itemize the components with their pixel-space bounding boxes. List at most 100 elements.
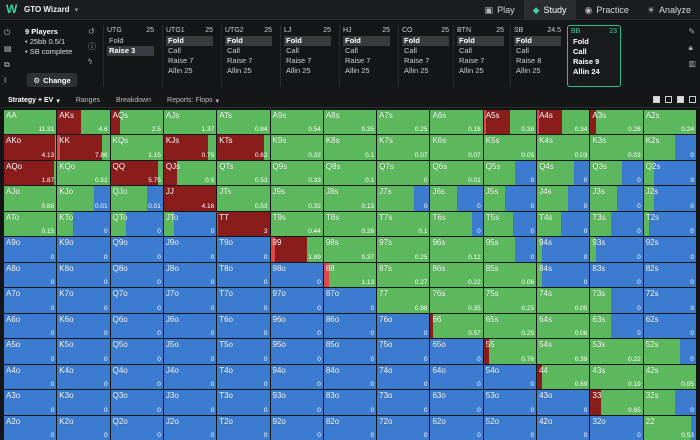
seat-sb[interactable]: SB 24.5 Fold Call Raise 8 Allin 25	[510, 25, 564, 87]
compact-view-icon[interactable]	[665, 96, 672, 103]
seat-btn[interactable]: BTN 25 Fold Call Raise 7 Allin 25	[453, 25, 507, 87]
hand-cell[interactable]: 85o 0	[323, 339, 377, 364]
hand-cell[interactable]: 73s 0	[590, 288, 643, 313]
hand-cell[interactable]: AQo 1.87	[4, 160, 57, 186]
seat-action[interactable]: Allin 25	[516, 66, 541, 75]
seat-action[interactable]: Call	[168, 46, 181, 55]
hand-cell[interactable]: 65o 0	[430, 339, 483, 364]
nav-play[interactable]: ▣ Play	[476, 0, 524, 20]
hand-cell[interactable]: 92s 0	[643, 237, 696, 262]
hand-cell[interactable]: Q4s 0	[537, 160, 590, 186]
hand-cell[interactable]: Q6o 0	[110, 313, 163, 339]
hand-cell[interactable]: AKs 4.6	[57, 110, 110, 135]
app-logo[interactable]: W GTO Wizard ▾	[6, 3, 78, 16]
hand-cell[interactable]: J8o 0	[163, 262, 217, 288]
hand-cell[interactable]: K8o 0	[57, 262, 110, 288]
hand-cell[interactable]: A4o 0	[4, 364, 57, 390]
nav-study[interactable]: ◆ Study	[523, 0, 576, 20]
hand-cell[interactable]: Q8s 0.1	[323, 160, 377, 186]
hand-cell[interactable]: 97o 0	[270, 288, 323, 313]
hand-cell[interactable]: JJ 4.16	[163, 186, 217, 211]
hand-cell[interactable]: 86o 0	[323, 313, 377, 339]
hand-cell[interactable]: 82s 0	[643, 262, 696, 288]
hand-cell[interactable]: A6o 0	[4, 313, 57, 339]
seat-action[interactable]: Allin 25	[227, 66, 252, 75]
seat-action[interactable]: Raise 8	[516, 56, 542, 65]
hand-cell[interactable]: 52s 0	[643, 339, 696, 364]
seat-action[interactable]: Raise 7	[227, 56, 253, 65]
seat-action[interactable]: Allin 25	[286, 66, 311, 75]
hand-cell[interactable]: 74o 0	[377, 364, 430, 390]
hand-cell[interactable]: Q5s 0	[483, 160, 537, 186]
hand-cell[interactable]: 72s 0	[643, 288, 696, 313]
hand-cell[interactable]: A7o 0	[4, 288, 57, 313]
hand-cell[interactable]: 64o 0	[430, 364, 483, 390]
hand-cell[interactable]: 32o 0	[590, 415, 643, 440]
hand-cell[interactable]: T4s 0	[537, 211, 590, 237]
hand-cell[interactable]: 53o 0	[483, 390, 537, 415]
hand-cell[interactable]: 62o 0	[430, 415, 483, 440]
hand-cell[interactable]: KTs 0.62	[217, 135, 270, 160]
hand-cell[interactable]: 84o 0	[323, 364, 377, 390]
seat-action[interactable]: Call	[345, 46, 358, 55]
hand-cell[interactable]: JTs 0.53	[217, 186, 270, 211]
hand-cell[interactable]: J7s 0	[377, 186, 430, 211]
hand-cell[interactable]: K7s 0.07	[377, 135, 430, 160]
seat-utg1[interactable]: UTG1 25 Fold Call Raise 7 Allin 25	[162, 25, 216, 87]
bolt-icon[interactable]: ϟ	[88, 57, 93, 66]
hand-cell[interactable]: 84s 0	[537, 262, 590, 288]
copy-icon[interactable]: ⧉	[4, 60, 10, 69]
hand-cell[interactable]: 63s 0	[590, 313, 643, 339]
hand-cell[interactable]: AJs 1.37	[163, 110, 217, 135]
hand-cell[interactable]: 54s 0.39	[537, 339, 590, 364]
hand-cell[interactable]: K3s 0.03	[590, 135, 643, 160]
hand-cell[interactable]: K9s 0.32	[270, 135, 323, 160]
hand-cell[interactable]: QJs 0.5	[163, 160, 217, 186]
hand-cell[interactable]: 88 1.13	[323, 262, 377, 288]
hand-cell[interactable]: 43s 0.19	[590, 364, 643, 390]
hand-cell[interactable]: ATo 0.15	[4, 211, 57, 237]
hand-cell[interactable]: J2s 0	[643, 186, 696, 211]
hand-cell[interactable]: J8s 0.13	[323, 186, 377, 211]
hand-cell[interactable]: 42o 0	[537, 415, 590, 440]
hand-cell[interactable]: Q3s 0	[590, 160, 643, 186]
hand-cell[interactable]: 76s 0.35	[430, 288, 483, 313]
hand-cell[interactable]: T4o 0	[217, 364, 270, 390]
hand-cell[interactable]: A2o 0	[4, 415, 57, 440]
seat-action[interactable]: Fold	[457, 36, 504, 46]
hand-cell[interactable]: A9s 0.54	[270, 110, 323, 135]
seat-action[interactable]: Allin 25	[459, 66, 484, 75]
pencil-icon[interactable]: ✎	[688, 27, 696, 36]
hand-cell[interactable]: J5s 0	[483, 186, 537, 211]
hand-cell[interactable]: KJo 0.01	[57, 186, 110, 211]
hand-cell[interactable]: T2o 0	[217, 415, 270, 440]
hand-cell[interactable]: 95s 0	[483, 237, 537, 262]
hand-cell[interactable]: 98s 0.37	[323, 237, 377, 262]
hand-cell[interactable]: K7o 0	[57, 288, 110, 313]
seat-action[interactable]: Call	[286, 46, 299, 55]
hand-cell[interactable]: JTo 0	[163, 211, 217, 237]
grid-view-icon[interactable]	[653, 96, 660, 103]
hand-cell[interactable]: 77 0.88	[377, 288, 430, 313]
hand-cell[interactable]: TT 3	[217, 211, 270, 237]
seat-action[interactable]: Call	[227, 46, 240, 55]
seat-co[interactable]: CO 25 Fold Call Raise 7 Allin 25	[398, 25, 452, 87]
hand-cell[interactable]: A7s 0.25	[377, 110, 430, 135]
seat-action[interactable]: Raise 7	[459, 56, 485, 65]
hand-cell[interactable]: 85s 0.06	[483, 262, 537, 288]
hand-cell[interactable]: 96s 0.12	[430, 237, 483, 262]
hand-cell[interactable]: 53s 0.22	[590, 339, 643, 364]
hand-cell[interactable]: J9o 0	[163, 237, 217, 262]
hand-cell[interactable]: K2o 0	[57, 415, 110, 440]
hand-cell[interactable]: 75s 0.25	[483, 288, 537, 313]
hand-cell[interactable]: 86s 0.22	[430, 262, 483, 288]
hand-cell[interactable]: A4s 0.34	[537, 110, 590, 135]
seat-action[interactable]: Allin 25	[168, 66, 193, 75]
seat-action[interactable]: Fold	[573, 37, 589, 46]
hand-cell[interactable]: 95o 0	[270, 339, 323, 364]
hand-cell[interactable]: A5s 0.38	[483, 110, 537, 135]
hand-cell[interactable]: 93o 0	[270, 390, 323, 415]
seat-action[interactable]: Fold	[343, 36, 390, 46]
seat-action[interactable]: Fold	[225, 36, 272, 46]
hand-cell[interactable]: 94o 0	[270, 364, 323, 390]
